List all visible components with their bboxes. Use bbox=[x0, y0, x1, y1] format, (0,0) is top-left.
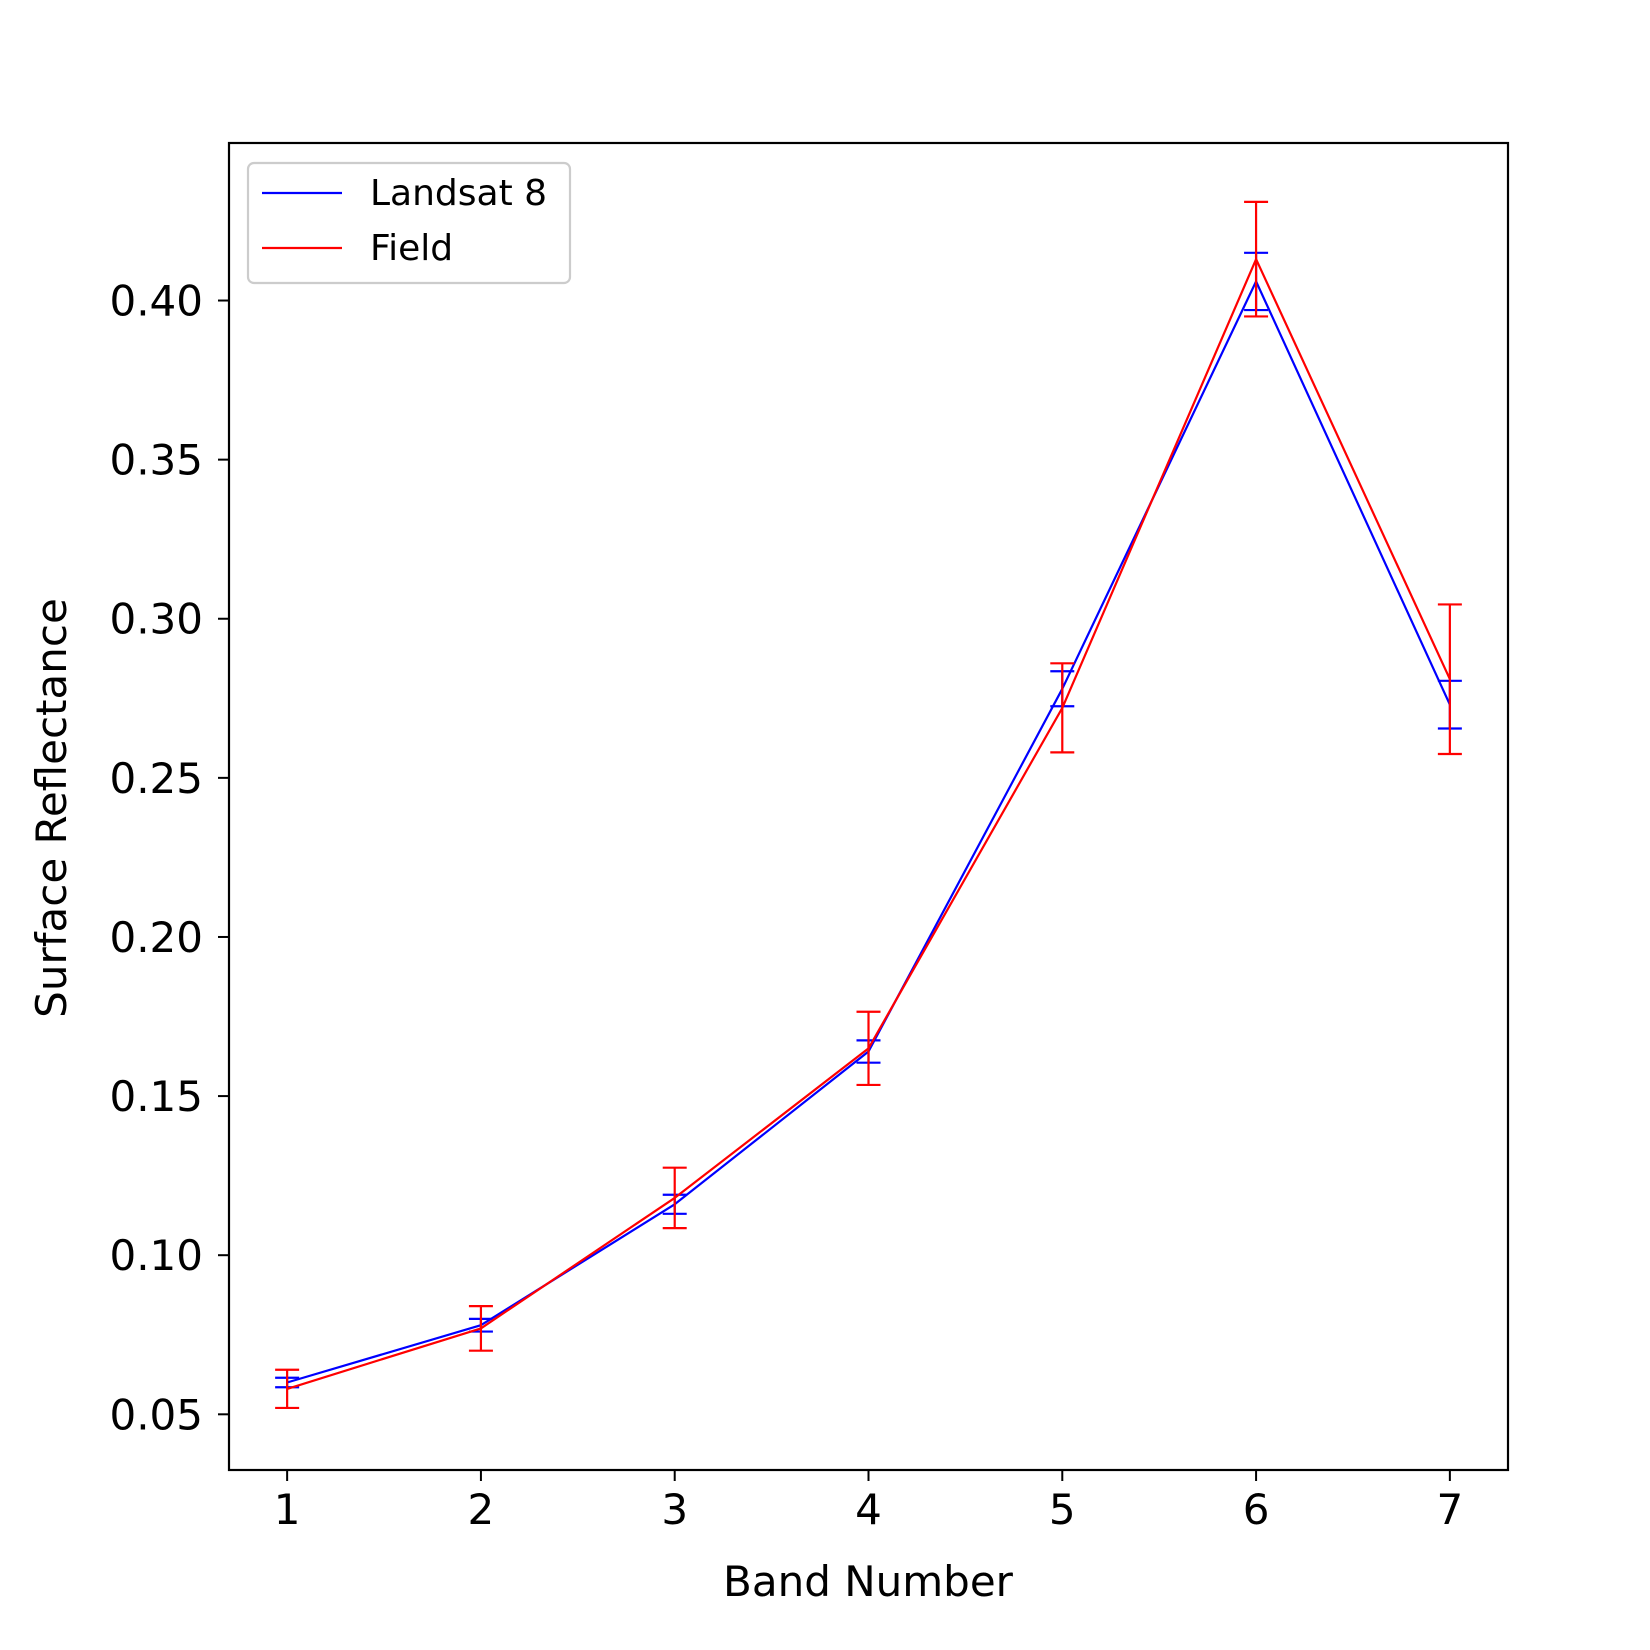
y-axis-label: Surface Reflectance bbox=[27, 598, 76, 1018]
y-tick-label: 0.35 bbox=[109, 436, 203, 485]
y-tick-label: 0.20 bbox=[109, 913, 203, 962]
series-field bbox=[275, 200, 1462, 1410]
axes-frame bbox=[227, 141, 1510, 1472]
x-tick-label: 2 bbox=[468, 1485, 495, 1534]
legend-label-landsat-8: Landsat 8 bbox=[370, 173, 547, 214]
x-tick-label: 4 bbox=[855, 1485, 882, 1534]
legend: Landsat 8 Field bbox=[246, 161, 572, 285]
y-tick-label: 0.05 bbox=[109, 1390, 203, 1439]
x-tick-label: 6 bbox=[1243, 1485, 1270, 1534]
y-tick-label: 0.15 bbox=[109, 1072, 203, 1121]
plot-area bbox=[275, 200, 1462, 1410]
y-tick-label: 0.40 bbox=[109, 277, 203, 326]
axes-ticks: 1 2 3 4 5 6 7 0.05 0.10 0.15 0.20 0.25 0.30 0.35 0.40 bbox=[109, 277, 1463, 1534]
x-tick-label: 7 bbox=[1436, 1485, 1463, 1534]
legend-label-field: Field bbox=[370, 228, 453, 269]
series-line-field bbox=[286, 258, 1451, 1390]
x-tick-label: 3 bbox=[661, 1485, 688, 1534]
y-tick-label: 0.25 bbox=[109, 754, 203, 803]
y-tick-label: 0.30 bbox=[109, 595, 203, 644]
x-axis-label: Band Number bbox=[723, 1557, 1014, 1606]
x-tick-label: 1 bbox=[274, 1485, 301, 1534]
x-tick-label: 5 bbox=[1049, 1485, 1076, 1534]
y-tick-label: 0.10 bbox=[109, 1231, 203, 1280]
